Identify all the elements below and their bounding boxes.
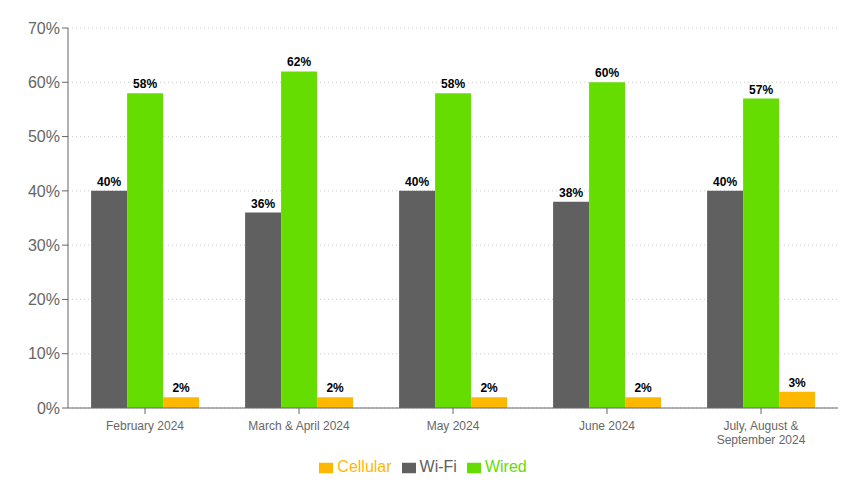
svg-text:40%: 40% <box>713 175 737 189</box>
svg-text:70%: 70% <box>28 20 60 37</box>
svg-text:2%: 2% <box>326 381 344 395</box>
svg-text:May 2024: May 2024 <box>427 419 480 433</box>
svg-text:50%: 50% <box>28 128 60 145</box>
svg-text:60%: 60% <box>28 74 60 91</box>
svg-text:February 2024: February 2024 <box>106 419 184 433</box>
svg-text:58%: 58% <box>441 77 465 91</box>
svg-text:2%: 2% <box>172 381 190 395</box>
svg-text:10%: 10% <box>28 345 60 362</box>
svg-text:40%: 40% <box>97 175 121 189</box>
svg-text:38%: 38% <box>559 186 583 200</box>
html-text:Cellular: Cellular <box>337 458 392 475</box>
html-text:Wi-Fi: Wi-Fi <box>419 458 457 475</box>
svg-text:20%: 20% <box>28 291 60 308</box>
svg-text:58%: 58% <box>133 77 157 91</box>
svg-text:July, August &September 2024: July, August &September 2024 <box>717 419 806 447</box>
svg-text:40%: 40% <box>28 183 60 200</box>
svg-text:3%: 3% <box>788 376 806 390</box>
svg-text:62%: 62% <box>287 55 311 69</box>
svg-text:30%: 30% <box>28 237 60 254</box>
svg-text:60%: 60% <box>595 66 619 80</box>
svg-text:0%: 0% <box>37 400 60 417</box>
svg-text:57%: 57% <box>749 83 773 97</box>
svg-text:2%: 2% <box>634 381 652 395</box>
svg-text:March & April 2024: March & April 2024 <box>248 419 350 433</box>
svg-text:36%: 36% <box>251 197 275 211</box>
svg-text:40%: 40% <box>405 175 429 189</box>
html-text:Wired: Wired <box>484 458 527 475</box>
svg-text:June 2024: June 2024 <box>579 419 635 433</box>
svg-text:2%: 2% <box>480 381 498 395</box>
